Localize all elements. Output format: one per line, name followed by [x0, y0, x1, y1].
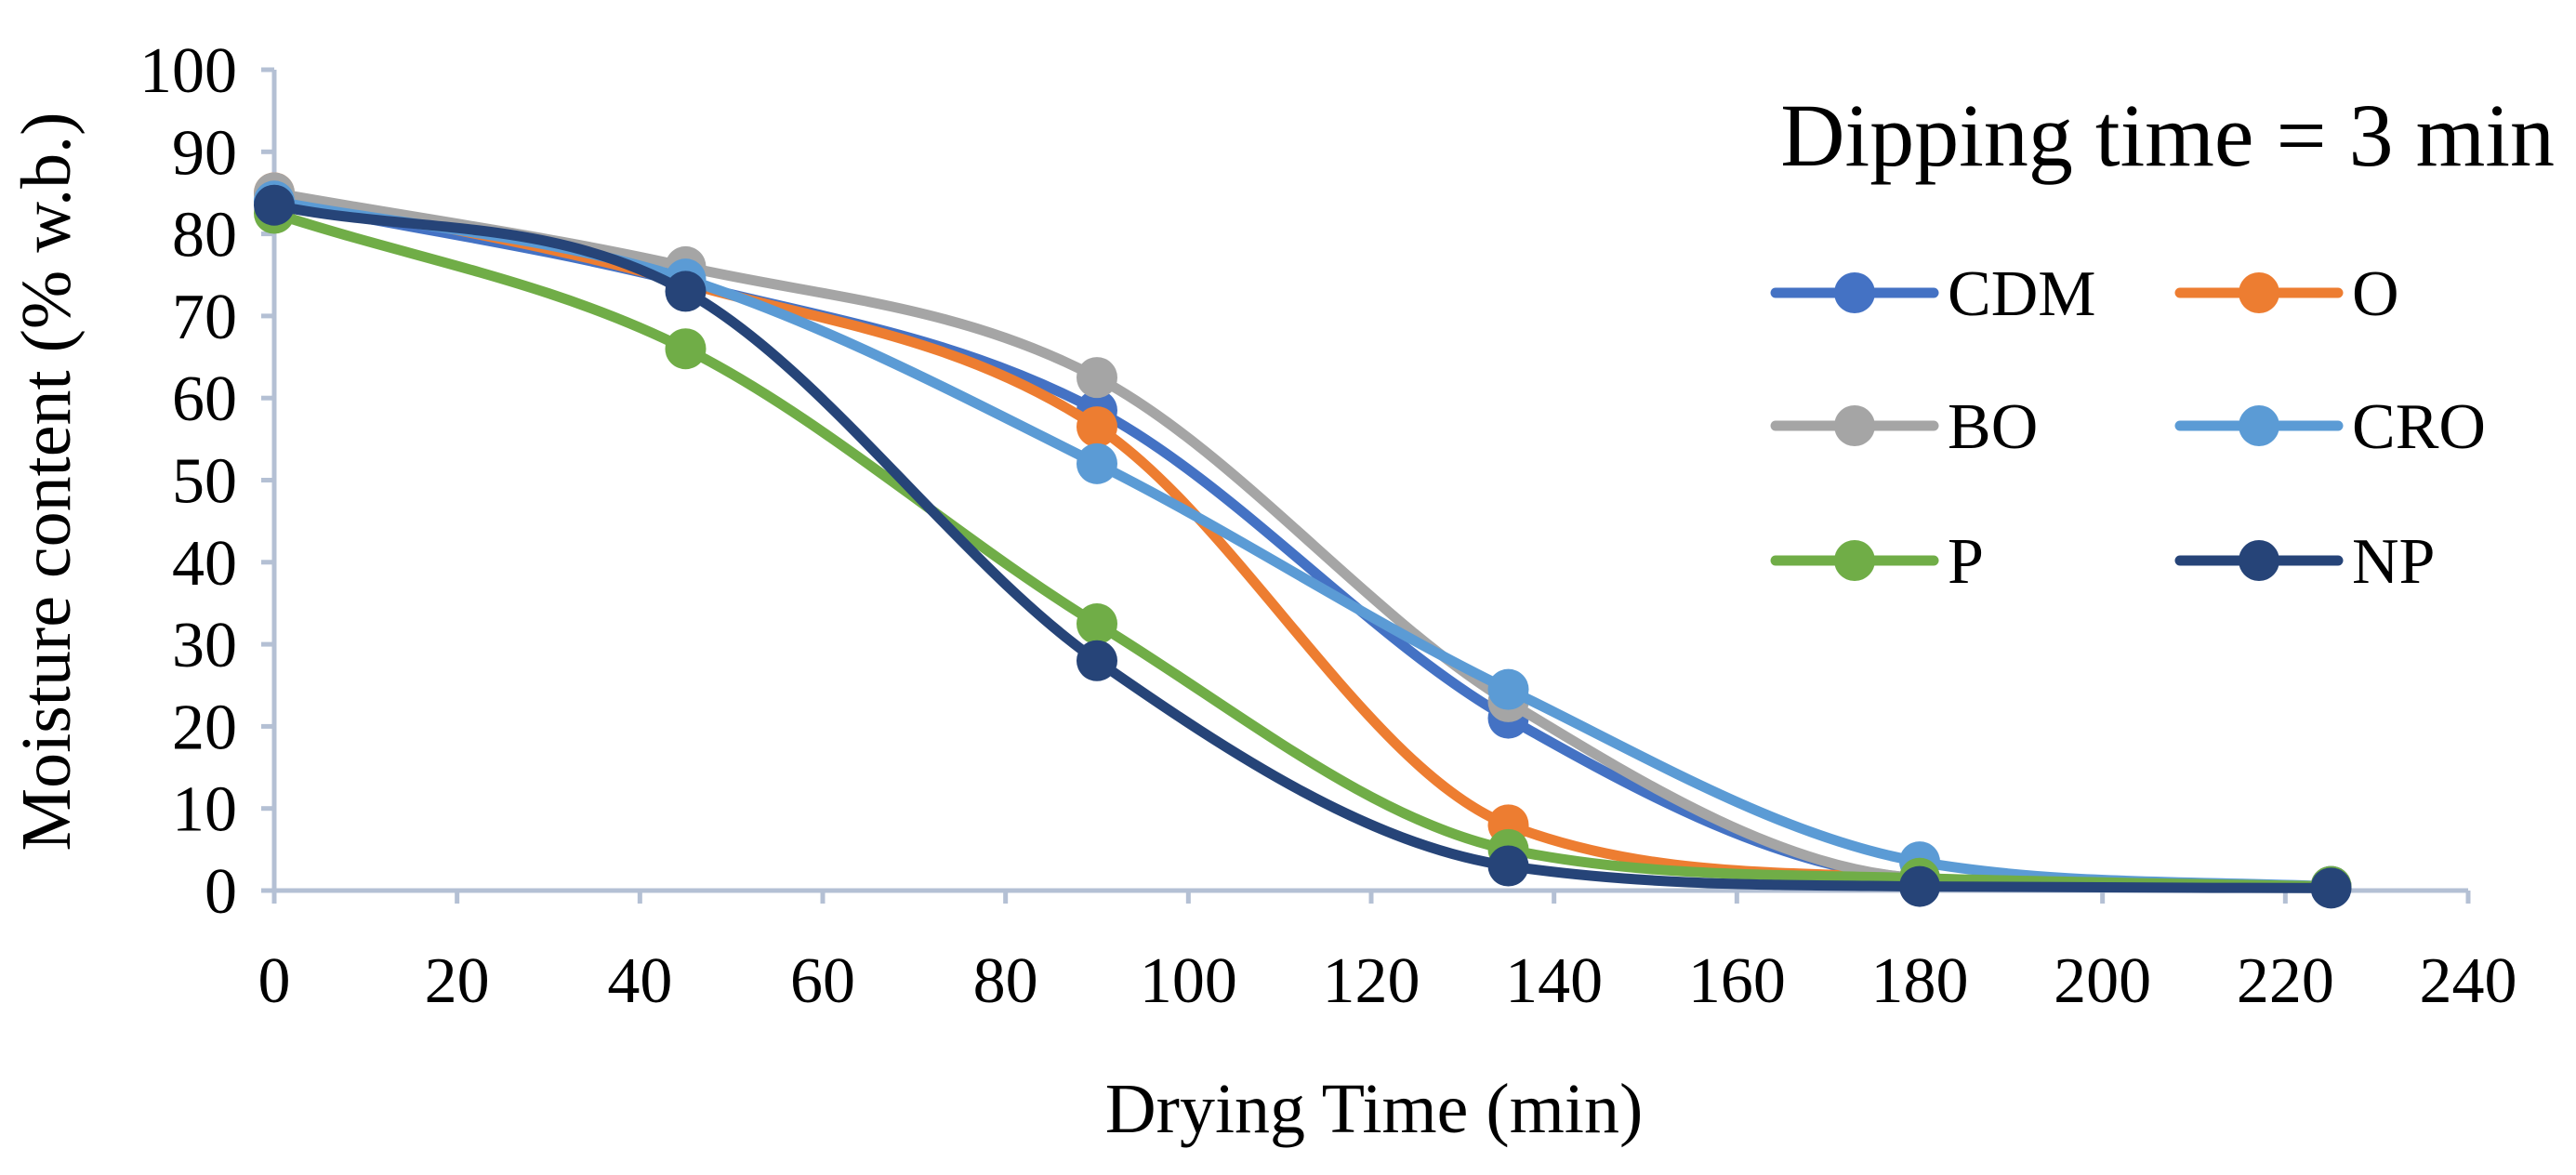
data-point-np: [665, 271, 707, 312]
data-point-cro: [1077, 442, 1117, 484]
data-point-o: [1077, 406, 1117, 448]
series-line-p: [269, 208, 2336, 892]
legend-label: CDM: [1948, 258, 2095, 330]
x-axis-title: Drying Time (min): [1105, 1070, 1644, 1148]
y-tick-label: 40: [172, 528, 237, 600]
x-tick-label: 0: [258, 945, 291, 1017]
legend-label: BO: [1948, 391, 2038, 463]
x-tick-label: 160: [1688, 945, 1786, 1017]
legend-swatch-marker: [2239, 272, 2279, 313]
legend-entry-p: P: [1770, 526, 1984, 598]
legend-swatch-marker: [2239, 540, 2279, 581]
data-point-bo: [1077, 357, 1117, 399]
data-point-np: [254, 184, 295, 226]
data-point-np: [1487, 845, 1529, 887]
y-tick-label: 30: [172, 610, 237, 681]
x-tick-label: 200: [2054, 945, 2151, 1017]
series-line-np: [269, 200, 2336, 893]
legend-entry-bo: BO: [1770, 391, 2038, 463]
legend-entry-cdm: CDM: [1770, 258, 2095, 330]
legend: CDM O BO CRO P NP: [1770, 258, 2486, 598]
x-tick-label: 140: [1505, 945, 1603, 1017]
x-tick-label: 120: [1323, 945, 1420, 1017]
y-tick-label: 10: [172, 774, 237, 846]
legend-swatch-marker: [1834, 405, 1875, 446]
y-tick-label: 50: [172, 446, 237, 518]
x-tick-label: 100: [1140, 945, 1237, 1017]
y-tick-label: 100: [139, 35, 237, 107]
legend-swatch-marker: [1834, 272, 1875, 313]
chart-title: Dipping time = 3 min: [1780, 86, 2555, 185]
y-tick-label: 0: [205, 856, 237, 928]
x-tick-label: 80: [973, 945, 1038, 1017]
y-tick-label: 70: [172, 282, 237, 353]
legend-label: CRO: [2352, 391, 2486, 463]
data-point-np: [2310, 867, 2352, 909]
data-point-np: [1899, 865, 1940, 907]
x-tick-label: 180: [1871, 945, 1969, 1017]
series-lines: [254, 172, 2352, 909]
legend-entry-o: O: [2174, 258, 2399, 330]
x-tick-label: 60: [790, 945, 855, 1017]
chart-text: Dipping time = 3 min Drying Time (min) M…: [7, 86, 2555, 1148]
y-tick-label: 90: [172, 117, 237, 189]
legend-label: P: [1948, 526, 1984, 598]
data-point-p: [665, 328, 707, 370]
x-tick-label: 20: [425, 945, 490, 1017]
series-np: [254, 184, 2352, 909]
data-point-p: [1077, 603, 1117, 645]
x-tick-label: 220: [2237, 945, 2334, 1017]
y-tick-label: 60: [172, 363, 237, 435]
data-point-np: [1077, 640, 1117, 681]
legend-swatch-marker: [1834, 540, 1875, 581]
data-point-cro: [1487, 668, 1529, 710]
y-tick-label: 20: [172, 692, 237, 763]
legend-entry-np: NP: [2174, 526, 2435, 598]
legend-label: O: [2352, 258, 2399, 330]
y-tick-label: 80: [172, 200, 237, 271]
y-axis-title: Moisture content (% w.b.): [7, 112, 86, 852]
legend-entry-cro: CRO: [2174, 391, 2486, 463]
legend-label: NP: [2352, 526, 2435, 598]
legend-swatch-marker: [2239, 405, 2279, 446]
x-tick-label: 40: [607, 945, 672, 1017]
x-tick-label: 240: [2420, 945, 2517, 1017]
